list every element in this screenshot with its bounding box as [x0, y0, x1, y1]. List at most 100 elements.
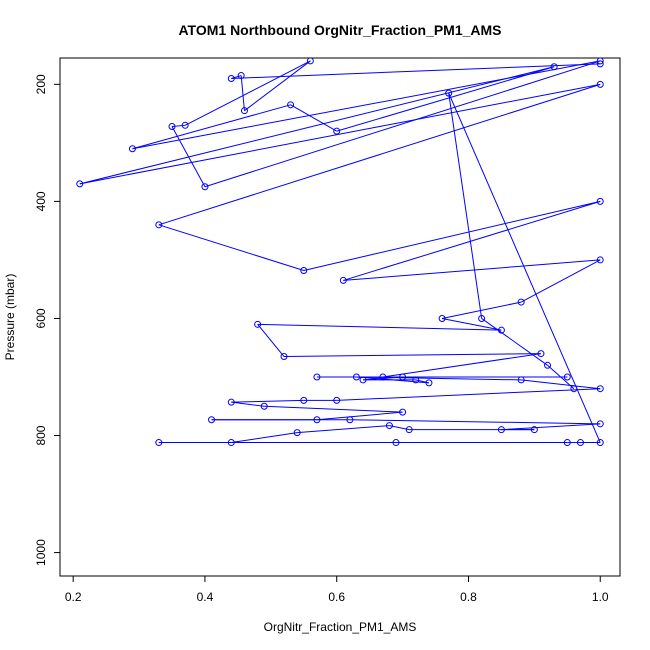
y-tick-label: 1000: [34, 539, 48, 566]
data-point: [563, 439, 571, 447]
series-segment: [231, 401, 265, 407]
data-point: [596, 58, 604, 65]
series-points: [76, 58, 604, 447]
data-point: [399, 373, 407, 381]
data-point: [300, 266, 308, 274]
data-point: [517, 376, 525, 384]
data-point: [425, 379, 433, 387]
y-axis: 200 400 600 800 1000: [34, 74, 60, 566]
data-point: [208, 416, 216, 424]
x-tick-label: 0.6: [328, 590, 345, 604]
series-segment: [231, 432, 298, 444]
data-point: [399, 408, 407, 416]
data-point: [155, 221, 163, 229]
data-point: [596, 420, 604, 428]
data-point: [596, 197, 604, 205]
series-segment: [257, 323, 502, 331]
series-segment: [231, 75, 242, 79]
series-segment: [303, 200, 601, 271]
series-segment: [343, 259, 601, 281]
series-segment: [343, 200, 601, 281]
series-segment: [547, 364, 575, 390]
series-segment: [257, 323, 285, 357]
data-point: [576, 439, 584, 447]
series-segment: [158, 224, 304, 271]
plot-frame: [59, 57, 621, 577]
series-segment: [158, 83, 601, 226]
series-segment: [336, 66, 555, 132]
data-point: [260, 402, 268, 410]
data-point: [530, 426, 538, 434]
data-point: [306, 58, 314, 65]
data-point: [478, 314, 486, 322]
series-segment: [290, 104, 337, 132]
data-point: [445, 89, 453, 97]
chart-title: ATOM1 Northbound OrgNitr_Fraction_PM1_AM…: [178, 22, 501, 38]
series-segment: [448, 92, 601, 443]
data-point: [596, 439, 604, 447]
series-segment: [501, 423, 601, 431]
data-point: [339, 276, 347, 284]
x-tick-label: 0.8: [460, 590, 477, 604]
data-point: [596, 256, 604, 264]
data-point: [596, 80, 604, 88]
series-segment: [297, 425, 390, 434]
series-segment: [132, 60, 601, 150]
data-point: [438, 314, 446, 322]
series-segment: [356, 376, 522, 381]
data-point: [333, 396, 341, 404]
series-segment: [520, 259, 601, 303]
data-point: [497, 326, 505, 334]
data-point: [517, 298, 525, 306]
series-segment: [356, 376, 429, 384]
data-point: [359, 376, 367, 384]
data-point: [293, 429, 301, 437]
y-tick-label: 200: [34, 74, 48, 94]
y-axis-label: Pressure (mbar): [3, 274, 17, 361]
data-point: [313, 373, 321, 381]
series-segment: [231, 399, 304, 403]
y-tick-label: 800: [34, 425, 48, 445]
data-point: [385, 422, 393, 430]
series-segment: [442, 317, 502, 331]
data-point: [313, 416, 321, 424]
data-point: [550, 63, 558, 71]
series-segment: [79, 83, 601, 185]
data-point: [570, 385, 578, 393]
data-point: [333, 127, 341, 135]
series-segment: [184, 60, 311, 126]
series-segment: [349, 419, 601, 425]
series-segment: [442, 301, 522, 319]
series-segment: [521, 379, 601, 390]
series-segment: [283, 353, 541, 358]
data-point: [392, 439, 400, 447]
data-point: [168, 122, 176, 130]
data-point: [254, 320, 262, 328]
series-segment: [240, 75, 245, 111]
data-point: [201, 183, 209, 191]
x-tick-label: 0.4: [197, 590, 214, 604]
data-point: [237, 72, 245, 80]
data-point: [596, 385, 604, 393]
series-segment: [448, 93, 483, 319]
x-tick-label: 1.0: [592, 590, 609, 604]
data-point: [287, 101, 295, 109]
data-point: [537, 350, 545, 358]
data-point: [352, 373, 360, 381]
series-segment: [132, 104, 291, 150]
series-segment: [231, 63, 601, 79]
series-segment: [481, 318, 548, 366]
x-axis: 0.2 0.4 0.6 0.8 1.0: [65, 576, 609, 604]
data-point: [128, 145, 136, 153]
y-tick-label: 400: [34, 191, 48, 211]
data-point: [300, 396, 308, 404]
data-point: [280, 353, 288, 361]
series-segment: [171, 124, 186, 127]
data-point: [227, 398, 235, 406]
series-segment: [79, 66, 555, 185]
series-segment: [264, 405, 403, 413]
data-point: [563, 373, 571, 381]
data-point: [181, 121, 189, 129]
series-segment: [382, 353, 542, 378]
